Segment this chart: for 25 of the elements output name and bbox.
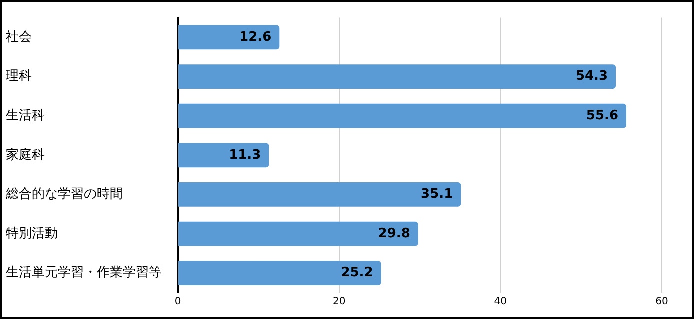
data-label: 55.6 [586,108,619,124]
bar [178,222,418,246]
bar [178,143,270,168]
y-tick-label: 理科 [6,69,32,84]
bar [178,182,462,207]
bar [178,64,616,89]
x-tick-label: 20 [332,296,346,308]
data-label: 54.3 [576,69,608,84]
bar [178,25,280,50]
x-tick-label: 0 [174,296,182,308]
data-label: 12.6 [240,30,272,45]
y-tick-label: 生活科 [6,108,45,124]
y-tick-label: 社会 [6,30,32,45]
data-label: 25.2 [341,266,374,281]
y-tick-label: 生活単元学習・作業学習等 [6,266,162,281]
data-label: 11.3 [229,148,262,163]
y-tick-label: 特別活動 [6,226,58,242]
data-label: 35.1 [421,187,454,202]
bar [178,261,382,286]
y-tick-label: 家庭科 [6,146,45,163]
bar [178,104,627,128]
data-label: 29.8 [378,226,410,242]
x-tick-label: 40 [494,296,508,308]
x-tick-label: 60 [656,296,668,308]
y-tick-label: 総合的な学習の時間 [5,187,123,202]
